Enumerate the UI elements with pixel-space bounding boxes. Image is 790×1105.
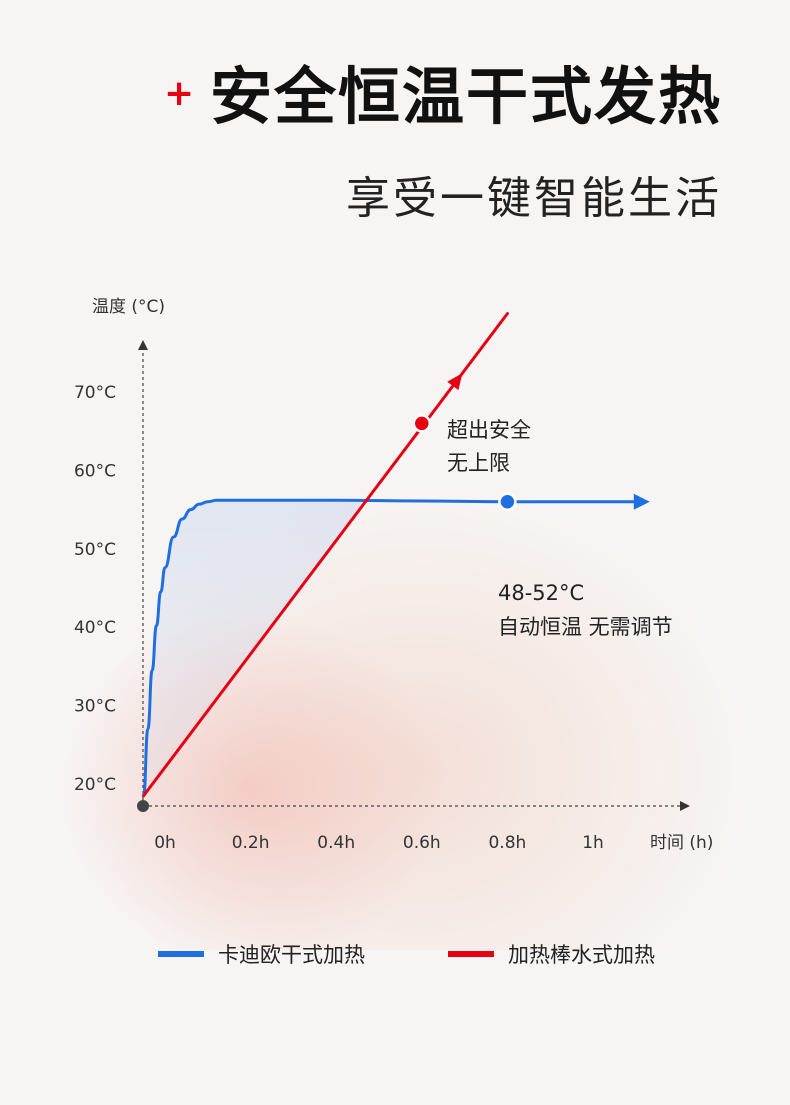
origin-point	[137, 800, 149, 812]
x-tick-label: 0h	[154, 833, 176, 853]
header: + 安全恒温干式发热 享受一键智能生活	[0, 0, 790, 240]
series-marker-dry	[498, 492, 517, 512]
y-axis-title: 温度 (°C)	[92, 297, 165, 317]
y-tick-label: 40°C	[74, 618, 116, 638]
series-line-dry	[142, 498, 638, 798]
legend-label-dry: 卡迪欧干式加热	[218, 943, 365, 967]
y-tick-label: 70°C	[74, 383, 116, 403]
page-title: 安全恒温干式发热	[209, 60, 722, 133]
legend-item-water: 加热棒水式加热	[448, 938, 655, 970]
annotation-dry-line2: 自动恒温 无需调节	[498, 615, 673, 639]
x-tick-label: 0.4h	[317, 833, 355, 853]
series-arrow-water-icon	[447, 373, 463, 391]
legend-swatch-red	[448, 951, 494, 957]
y-tick-label: 20°C	[74, 775, 116, 795]
legend-label-water: 加热棒水式加热	[508, 943, 655, 967]
x-tick-label: 1h	[582, 833, 604, 853]
annotation-water-line2: 无上限	[447, 451, 510, 475]
annotation-water-line1: 超出安全	[447, 418, 531, 442]
x-axis-title: 时间 (h)	[650, 833, 713, 853]
x-tick-label: 0.8h	[488, 833, 526, 853]
y-tick-label: 30°C	[74, 697, 116, 717]
series-arrow-dry-icon	[633, 493, 650, 510]
y-tick-label: 50°C	[74, 540, 116, 560]
y-tick-label: 60°C	[74, 461, 116, 481]
series-marker-water	[412, 414, 432, 433]
x-tick-label: 0.2h	[232, 833, 270, 853]
x-axis-arrow-icon	[680, 801, 690, 811]
page-subtitle: 享受一键智能生活	[346, 173, 722, 224]
legend-item-dry: 卡迪欧干式加热	[158, 938, 365, 970]
y-axis-arrow-icon	[138, 340, 148, 350]
plus-icon: +	[164, 73, 195, 114]
legend-swatch-blue	[158, 951, 204, 957]
annotation-dry-line1: 48-52°C	[498, 581, 584, 605]
x-tick-label: 0.6h	[403, 833, 441, 853]
series-line-water	[142, 312, 509, 798]
